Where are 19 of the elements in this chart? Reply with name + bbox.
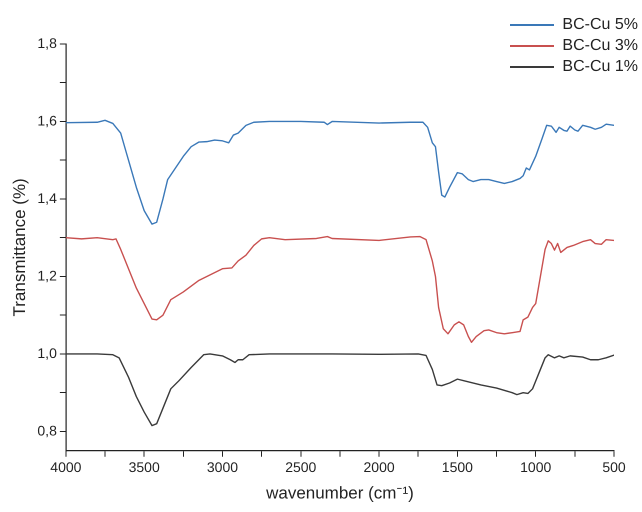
x-axis-title: wavenumber (cm⁻¹) <box>265 483 414 502</box>
legend-label: BC-Cu 3% <box>562 36 638 54</box>
legend-label: BC-Cu 5% <box>562 16 638 34</box>
x-tick-label: 2000 <box>364 459 395 476</box>
x-tick-label: 2500 <box>285 459 317 476</box>
y-tick-label: 1,0 <box>37 344 58 361</box>
y-tick-label: 0,8 <box>37 422 58 438</box>
legend-label: BC-Cu 1% <box>562 58 638 76</box>
x-tick-label: 3000 <box>206 459 238 476</box>
y-tick-label: 1,2 <box>37 267 58 284</box>
x-tick-label: 500 <box>602 459 626 476</box>
y-tick-label: 1,8 <box>37 34 58 51</box>
y-axis-title: Transmittance (%) <box>10 178 29 317</box>
x-tick-label: 4000 <box>50 459 82 476</box>
y-tick-label: 1,4 <box>37 190 58 206</box>
y-tick-label: 1,6 <box>37 112 58 128</box>
x-tick-label: 1500 <box>442 459 474 476</box>
x-tick-label: 3500 <box>128 459 160 476</box>
x-tick-label: 1000 <box>520 459 552 476</box>
